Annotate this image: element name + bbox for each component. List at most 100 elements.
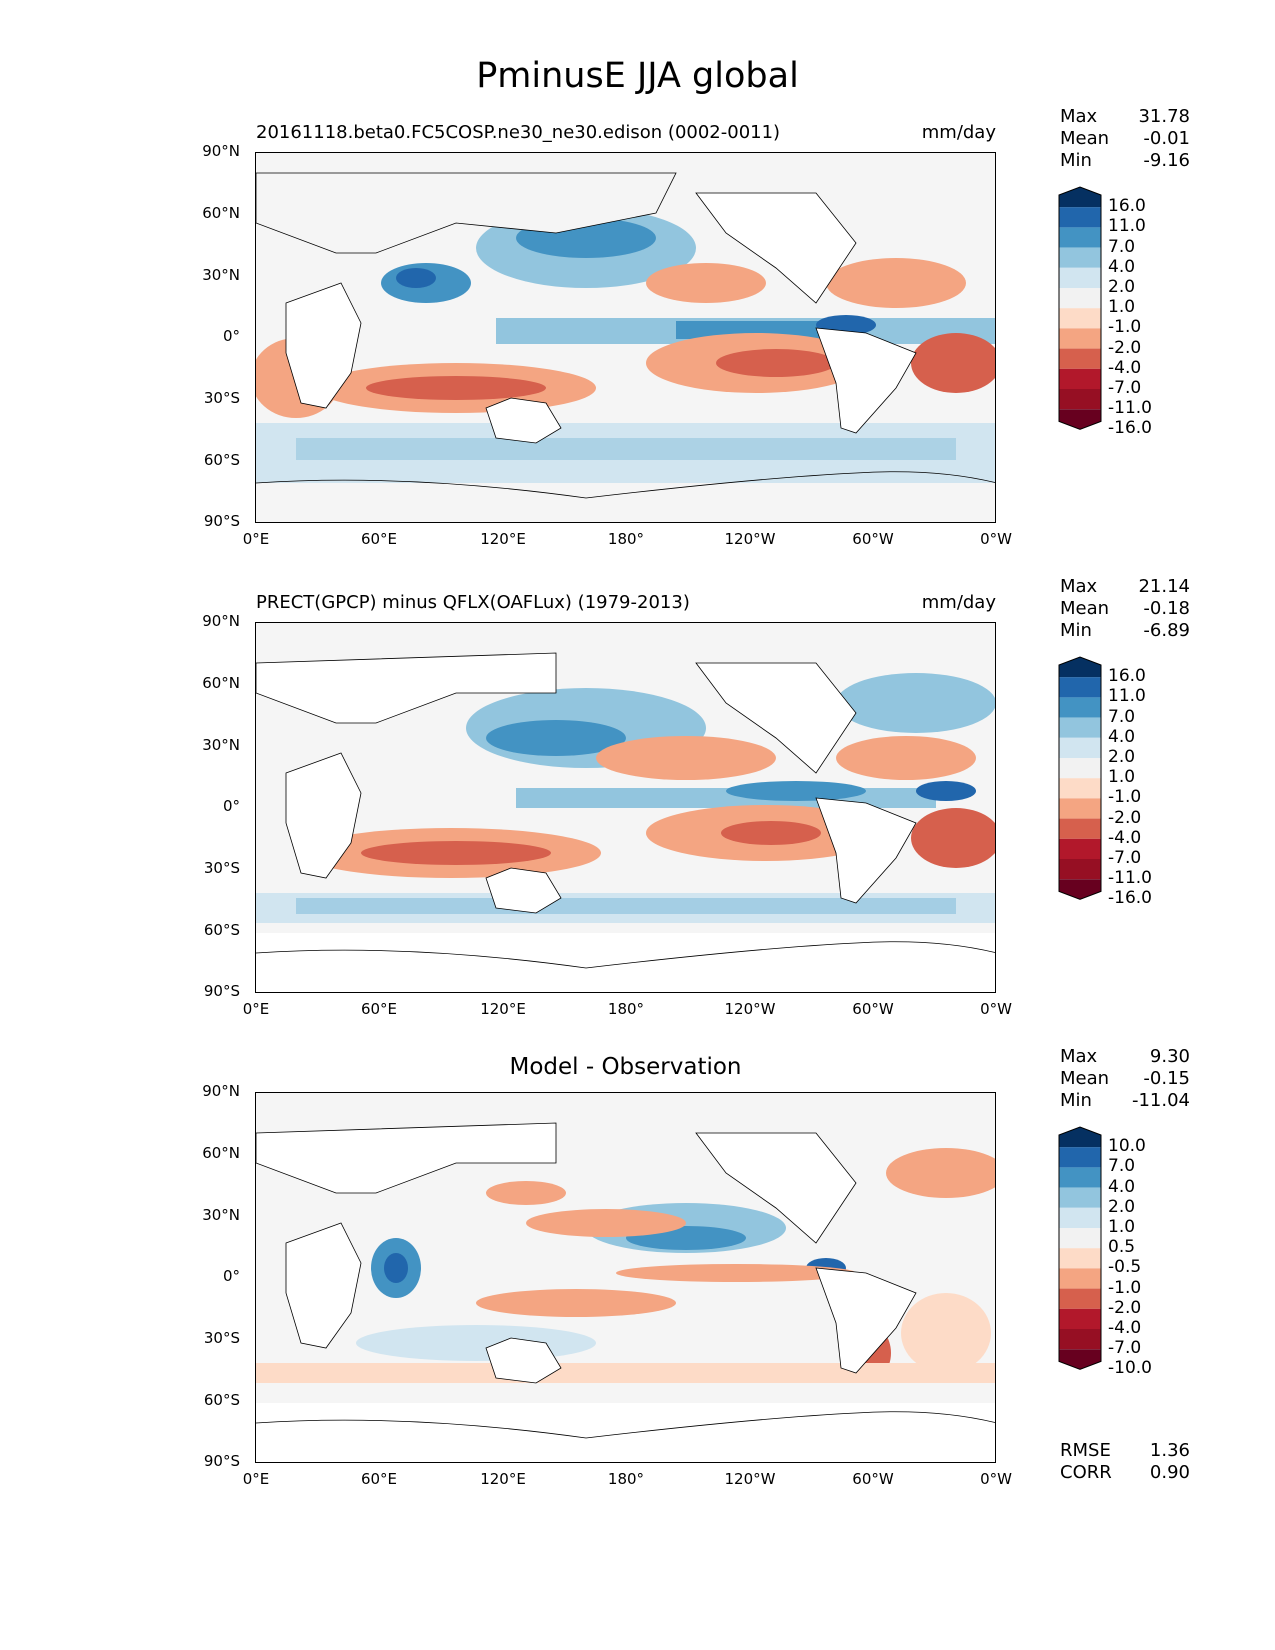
rmse-label: RMSE — [1060, 1440, 1111, 1461]
stat-max-label: Max — [1060, 576, 1098, 597]
panel-observation: PRECT(GPCP) minus QFLX(OAFLux) (1979-201… — [0, 576, 1275, 1062]
y-tick-label: 30°S — [203, 1329, 240, 1347]
stat-mean-value: -0.01 — [1143, 128, 1190, 149]
colorbar-swatch — [1059, 409, 1101, 430]
colorbar-swatch — [1059, 1147, 1101, 1168]
x-tick-label: 0°E — [242, 530, 270, 548]
colorbar-swatch — [1059, 838, 1101, 859]
stat-max-label: Max — [1060, 106, 1098, 127]
stats-box: Max 9.30 Mean -0.15 Min -11.04 — [1060, 1046, 1190, 1112]
colorbar-tick-label: 16.0 — [1108, 196, 1146, 217]
colorbar — [1058, 186, 1102, 434]
stat-min-value: -6.89 — [1143, 620, 1190, 641]
y-tick-label: 0° — [222, 1267, 240, 1285]
colorbar-swatch — [1059, 1349, 1101, 1370]
colorbar-outline — [1058, 1126, 1102, 1370]
y-tick-label: 30°S — [203, 389, 240, 407]
y-tick-label: 60°N — [202, 1144, 240, 1162]
y-tick-label: 90°N — [202, 1082, 240, 1100]
x-tick-label: 60°W — [852, 530, 894, 548]
panel-model: 20161118.beta0.FC5COSP.ne30_ne30.edison … — [0, 106, 1275, 592]
colorbar-tick-label: 4.0 — [1108, 726, 1136, 747]
colorbar-graphic — [1058, 1126, 1102, 1370]
stat-max-value: 21.14 — [1138, 576, 1190, 597]
colorbar-tick-label: 1.0 — [1108, 767, 1136, 788]
colorbar-tick-label: -1.0 — [1108, 787, 1142, 808]
x-tick-label: 120°E — [480, 530, 526, 548]
stat-min-value: -11.04 — [1131, 1090, 1190, 1111]
colorbar-tick-label: -4.0 — [1108, 357, 1142, 378]
stat-min-label: Min — [1060, 150, 1092, 171]
colorbar-swatch — [1059, 1268, 1101, 1289]
colorbar-swatch — [1059, 389, 1101, 410]
y-tick-label: 0° — [222, 327, 240, 345]
colorbar-graphic — [1058, 656, 1102, 900]
colorbar-tick-label: -2.0 — [1108, 337, 1142, 358]
stat-mean-label: Mean — [1060, 128, 1110, 149]
colorbar-tick-label: -0.5 — [1108, 1257, 1142, 1278]
colorbar-tick-label: -7.0 — [1108, 378, 1142, 398]
x-tick-label: 60°E — [360, 1470, 398, 1488]
y-tick-label: 60°S — [203, 921, 240, 939]
stats-box: Max 31.78 Mean -0.01 Min -9.16 — [1060, 106, 1190, 172]
panel-left-title: PRECT(GPCP) minus QFLX(OAFLux) (1979-201… — [256, 592, 690, 613]
colorbar-tick-label: -1.0 — [1108, 317, 1142, 338]
colorbar-tick-label: 2.0 — [1108, 747, 1136, 767]
colorbar-swatch — [1059, 798, 1101, 819]
colorbar-swatch — [1059, 1127, 1101, 1148]
colorbar-tick-label: 2.0 — [1108, 277, 1136, 297]
colorbar-tick-label: -16.0 — [1108, 888, 1152, 909]
colorbar-swatch — [1059, 1288, 1101, 1309]
colorbar-graphic — [1058, 186, 1102, 430]
colorbar-tick-label: -1.0 — [1108, 1277, 1142, 1298]
colorbar-swatch — [1059, 1187, 1101, 1208]
colorbar-swatch — [1059, 879, 1101, 900]
stat-min-label: Min — [1060, 1090, 1092, 1111]
x-tick-label: 0°W — [980, 1000, 1012, 1018]
y-tick-label: 30°N — [202, 266, 240, 284]
colorbar-swatch — [1059, 717, 1101, 738]
stat-mean-value: -0.18 — [1143, 598, 1190, 619]
corr-value: 0.90 — [1149, 1462, 1190, 1483]
x-tick-label: 60°E — [360, 530, 398, 548]
colorbar-swatch — [1059, 737, 1101, 758]
x-tick-label: 60°W — [852, 1470, 894, 1488]
colorbar-swatch — [1059, 1207, 1101, 1228]
rmse-value: 1.36 — [1149, 1440, 1190, 1461]
colorbar-tick-label: 10.0 — [1108, 1136, 1146, 1157]
colorbar-swatch — [1059, 247, 1101, 268]
x-tick-label: 120°E — [480, 1470, 526, 1488]
colorbar-tick-label: 16.0 — [1108, 666, 1146, 687]
colorbar-tick-label: -4.0 — [1108, 827, 1142, 848]
panel-left-title: 20161118.beta0.FC5COSP.ne30_ne30.edison … — [256, 122, 781, 143]
y-tick-label: 60°S — [203, 1391, 240, 1409]
colorbar-swatch — [1059, 227, 1101, 248]
y-tick-label: 30°N — [202, 736, 240, 754]
stats-box: Max 21.14 Mean -0.18 Min -6.89 — [1060, 576, 1190, 642]
colorbar-tick-label: 4.0 — [1108, 256, 1136, 277]
colorbar-swatch — [1059, 187, 1101, 208]
map-plot — [255, 622, 996, 993]
stat-min-label: Min — [1060, 620, 1092, 641]
x-tick-label: 120°W — [724, 1470, 776, 1488]
colorbar-swatch — [1059, 677, 1101, 698]
x-tick-label: 60°W — [852, 1000, 894, 1018]
colorbar-tick-label: -2.0 — [1108, 807, 1142, 828]
x-tick-label: 0°E — [242, 1470, 270, 1488]
x-tick-label: 180° — [607, 530, 645, 548]
y-tick-label: 30°N — [202, 1206, 240, 1224]
y-tick-label: 90°N — [202, 612, 240, 630]
colorbar-swatch — [1059, 1228, 1101, 1249]
metrics-box: RMSE 1.36 CORR 0.90 — [1060, 1440, 1190, 1484]
map-plot — [255, 1092, 996, 1463]
x-tick-label: 60°E — [360, 1000, 398, 1018]
x-tick-label: 120°W — [724, 530, 776, 548]
y-tick-label: 30°S — [203, 859, 240, 877]
map-field — [256, 652, 995, 992]
y-tick-label: 0° — [222, 797, 240, 815]
colorbar-tick-label: -11.0 — [1108, 398, 1152, 419]
colorbar-outline — [1058, 656, 1102, 900]
colorbar-swatch — [1059, 368, 1101, 389]
colorbar-swatch — [1059, 1248, 1101, 1269]
colorbar-swatch — [1059, 288, 1101, 309]
